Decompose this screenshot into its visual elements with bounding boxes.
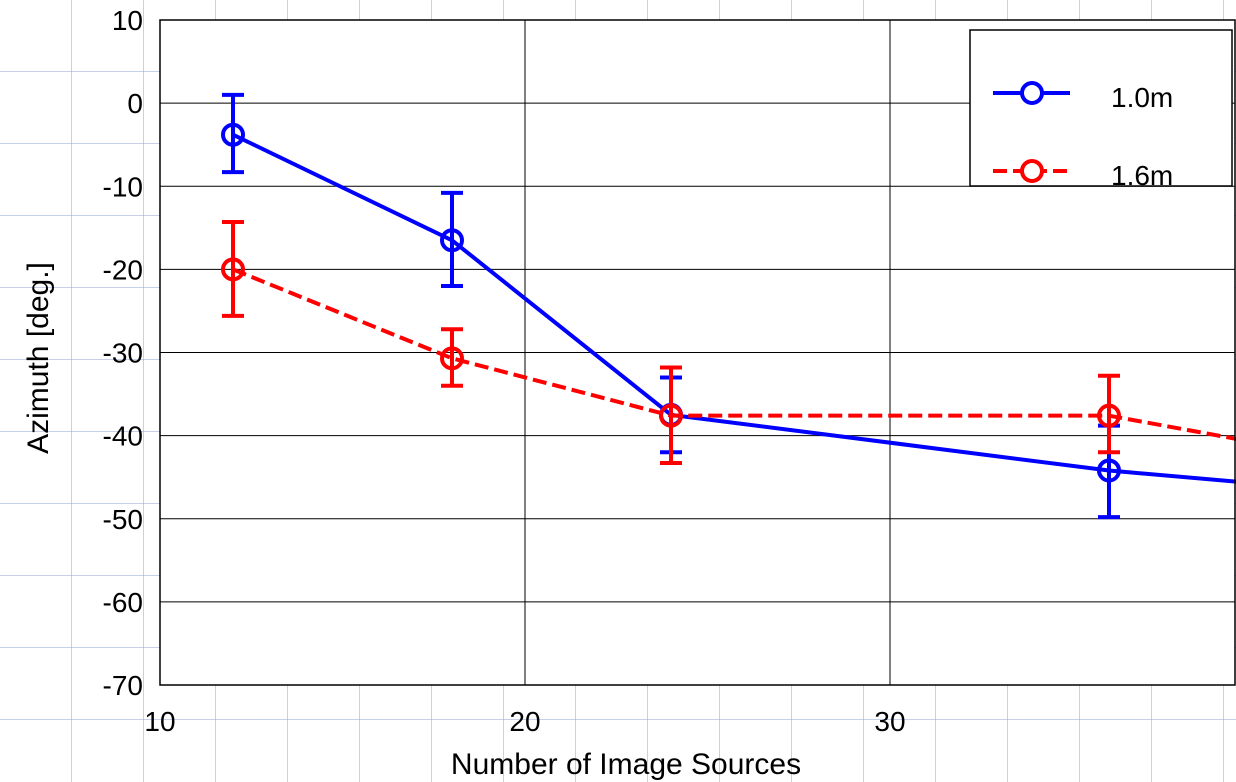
data-point: [221, 122, 245, 147]
error-bar: [660, 365, 682, 466]
legend-marker: [1020, 81, 1044, 105]
series-line: [232, 267, 1236, 441]
y-tick-label: -20: [103, 254, 143, 285]
error-bar: [441, 327, 463, 388]
y-tick-label: -40: [103, 421, 143, 452]
x-tick-labels: 1020304050original: [144, 706, 905, 737]
data-point: [440, 346, 464, 371]
data-point: [440, 228, 464, 253]
y-tick-label: 0: [127, 88, 143, 119]
y-tick-labels: 10 0 -10 -20 -30 -40 -50 -60 -70: [103, 5, 143, 701]
legend-marker: [1020, 159, 1044, 183]
x-axis-title: Number of Image Sources: [451, 748, 801, 781]
x-tick-label: 20: [509, 706, 540, 737]
series-line: [232, 132, 1236, 484]
legend-item: 1.0m: [993, 81, 1173, 113]
y-tick-label: -10: [103, 171, 143, 202]
y-tick-label: -50: [103, 504, 143, 535]
plot-frame: [159, 19, 1236, 686]
legend-item: 1.6m: [993, 159, 1173, 191]
y-axis-title: Azimuth [deg.]: [22, 262, 55, 454]
data-point: [659, 403, 683, 428]
legend-label: 1.0m: [1111, 82, 1173, 113]
series-layer: [221, 92, 1236, 520]
grid: [160, 20, 1235, 685]
y-tick-label: -30: [103, 338, 143, 369]
y-tick-label: -60: [103, 587, 143, 618]
x-tick-label: 10: [144, 706, 175, 737]
legend-box: [969, 29, 1233, 187]
error-bar: [222, 92, 244, 175]
data-point: [1097, 458, 1121, 483]
legend-items: 1.0m 1.6m: [993, 81, 1173, 191]
data-point: [1097, 403, 1121, 428]
legend-label: 1.6m: [1111, 160, 1173, 191]
y-tick-label: -70: [103, 670, 143, 701]
legend: 1.0m 1.6m: [969, 29, 1233, 191]
y-tick-label: 10: [112, 5, 143, 36]
data-point: [221, 257, 245, 282]
error-bar: [1098, 373, 1120, 455]
error-bar: [441, 190, 463, 288]
series-1.6m: [221, 219, 1236, 466]
x-tick-label: 30: [874, 706, 905, 737]
error-bar: [222, 219, 244, 318]
